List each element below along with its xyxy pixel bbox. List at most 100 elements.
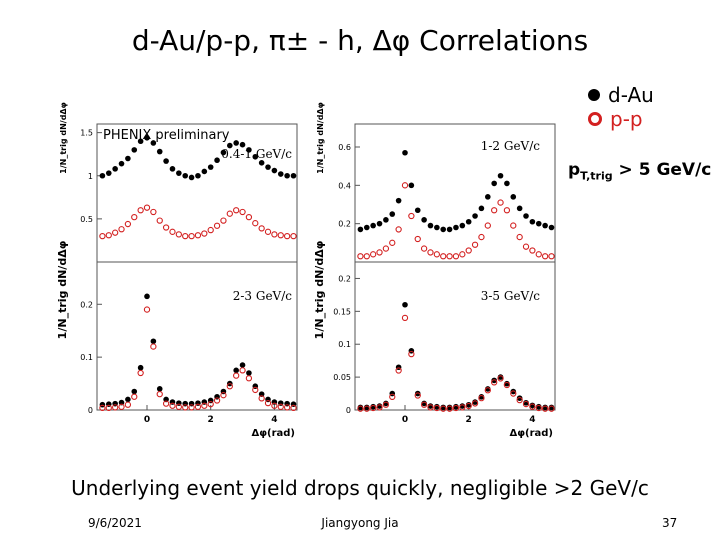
data-point-pp: [207, 401, 214, 408]
data-point-dau: [510, 388, 517, 395]
data-point-pp: [124, 220, 132, 228]
data-point-dau: [156, 386, 163, 392]
data-point-dau: [125, 396, 131, 403]
data-point-pp: [220, 392, 227, 399]
data-point-pp: [201, 402, 208, 409]
data-point-dau: [491, 180, 497, 187]
data-point-dau: [370, 222, 376, 229]
data-point-dau: [542, 222, 548, 229]
data-point-pp: [233, 372, 240, 379]
chart-panel-1: 0.5 1 1.5 0.4-1 GeV/c: [80, 123, 298, 263]
y-tick-label: 0.2: [80, 300, 93, 309]
data-point-pp: [182, 232, 189, 240]
data-point-dau: [440, 226, 447, 233]
data-point-pp: [497, 375, 504, 382]
data-point-pp: [484, 387, 491, 394]
data-point-pp: [497, 199, 504, 206]
data-point-pp: [382, 401, 390, 408]
data-point-dau: [408, 182, 415, 189]
data-point-dau: [246, 370, 252, 376]
data-point-dau: [389, 211, 396, 217]
data-point-pp: [516, 396, 523, 404]
data-point-pp: [277, 232, 284, 239]
data-point-dau: [118, 160, 125, 167]
footer-page: 37: [662, 516, 678, 530]
x-axis-label: Δφ(rad): [509, 428, 553, 439]
data-point-pp: [239, 208, 246, 216]
data-point-dau: [516, 395, 523, 401]
data-point-dau: [144, 135, 150, 141]
legend: d-Au p-p: [588, 83, 654, 131]
data-point-dau: [421, 217, 427, 223]
data-point-pp: [433, 404, 440, 412]
data-point-pp: [548, 405, 555, 412]
trigger-momentum-label: pT,trig > 5 GeV/c: [568, 160, 711, 182]
data-point-dau: [233, 367, 239, 374]
data-point-dau: [105, 170, 112, 176]
y-tick-label: 1: [88, 172, 93, 181]
data-point-dau: [252, 153, 259, 160]
y-tick-label: 0: [346, 406, 351, 415]
legend-item-dau: d-Au: [588, 83, 654, 107]
data-point-dau: [383, 217, 389, 223]
data-point-pp: [357, 253, 364, 260]
data-point-pp: [535, 251, 542, 258]
data-point-dau: [99, 172, 106, 179]
data-point-pp: [112, 229, 119, 236]
data-point-pp: [290, 404, 297, 412]
data-point-pp: [395, 367, 402, 374]
data-point-pp: [124, 401, 132, 408]
y-axis-label-bottom: 1/N_trig dN/dΔφ: [56, 241, 69, 340]
data-point-pp: [207, 226, 214, 234]
data-point-pp: [175, 403, 182, 410]
data-point-pp: [395, 226, 402, 233]
slide-title: d-Au/p-p, π± - h, Δφ Correlations: [131, 24, 589, 57]
data-point-pp: [471, 241, 479, 248]
data-point-dau: [163, 158, 169, 164]
data-point-pp: [465, 402, 472, 410]
data-point-dau: [246, 147, 252, 153]
data-point-pp: [105, 232, 112, 239]
data-point-pp: [484, 222, 491, 229]
data-point-pp: [99, 232, 106, 240]
data-point-pp: [194, 403, 202, 410]
data-point-pp: [194, 232, 202, 239]
y-tick-label: 0.1: [80, 353, 93, 362]
data-point-dau: [207, 164, 214, 170]
data-point-pp: [389, 393, 396, 400]
data-point-pp: [213, 397, 221, 404]
data-point-pp: [99, 404, 106, 412]
y-tick-label: 0.4: [338, 181, 351, 190]
data-point-dau: [402, 301, 408, 308]
data-point-pp: [137, 369, 144, 377]
data-point-pp: [548, 253, 555, 260]
legend-label-dau: d-Au: [608, 83, 654, 107]
data-point-dau: [163, 396, 169, 403]
panel-pt-label: 0.4-1 GeV/c: [221, 147, 292, 161]
data-point-dau: [150, 338, 157, 345]
data-point-pp: [283, 232, 291, 240]
data-point-dau: [434, 224, 440, 231]
data-point-pp: [245, 213, 253, 221]
panel-pt-label: 2-3 GeV/c: [233, 289, 293, 303]
data-point-pp: [131, 213, 138, 221]
data-point-pp: [131, 393, 138, 400]
chart-panel-2: 0.2 0.4 0.6 1-2 GeV/c: [338, 123, 556, 263]
data-point-pp: [427, 404, 434, 411]
data-point-dau: [459, 222, 466, 229]
data-point-dau: [150, 140, 157, 146]
data-point-pp: [370, 251, 377, 258]
y-tick-label: 0: [88, 406, 93, 415]
data-point-pp: [143, 306, 151, 313]
data-point-pp: [459, 251, 466, 258]
data-point-dau: [535, 220, 542, 227]
data-point-dau: [112, 166, 118, 172]
data-point-dau: [363, 224, 370, 231]
data-point-pp: [264, 228, 272, 235]
data-point-pp: [239, 367, 246, 374]
data-point-pp: [503, 381, 511, 389]
data-point-dau: [144, 293, 150, 300]
data-point-pp: [252, 220, 259, 227]
data-point-pp: [478, 395, 485, 402]
